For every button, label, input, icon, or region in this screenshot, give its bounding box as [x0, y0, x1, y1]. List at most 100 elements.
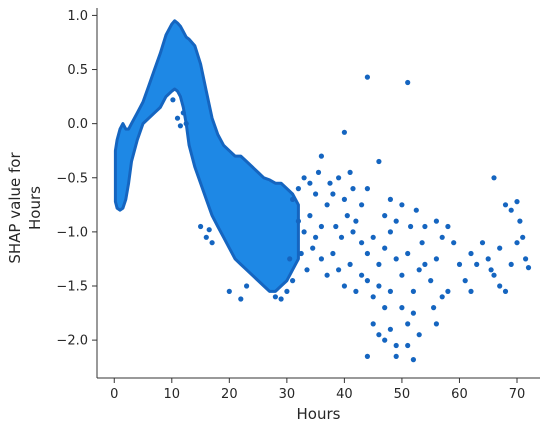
scatter-point — [364, 186, 370, 192]
scatter-point — [405, 342, 411, 349]
scatter-point — [474, 261, 480, 267]
scatter-point — [350, 186, 356, 192]
y-tick-label: −0.5 — [56, 171, 88, 186]
scatter-point — [502, 202, 509, 208]
scatter-point — [445, 288, 451, 294]
scatter-point — [393, 256, 399, 262]
scatter-point — [313, 234, 319, 240]
scatter-point — [295, 186, 301, 192]
scatter-point — [310, 245, 316, 251]
scatter-point — [174, 115, 181, 121]
scatter-point — [177, 123, 183, 129]
scatter-point — [324, 272, 330, 278]
scatter-point — [408, 223, 414, 230]
scatter-point — [508, 261, 514, 267]
scatter-point — [364, 353, 370, 359]
scatter-point — [514, 240, 520, 246]
y-axis-title-line-1: SHAP value for — [6, 152, 24, 264]
scatter-point — [364, 74, 370, 80]
y-tick-label: 1.0 — [67, 9, 88, 24]
scatter-point — [370, 234, 376, 240]
scatter-point — [508, 207, 514, 213]
scatter-point — [341, 196, 347, 202]
scatter-point — [410, 357, 416, 363]
scatter-point — [405, 321, 411, 327]
scatter-point — [370, 321, 376, 327]
scatter-point — [416, 332, 422, 338]
y-tick-label: 0.0 — [67, 117, 88, 132]
scatter-point — [517, 218, 523, 224]
scatter-point — [209, 240, 215, 246]
scatter-point — [491, 272, 497, 278]
scatter-point — [491, 175, 497, 181]
scatter-point — [399, 272, 405, 278]
scatter-point — [301, 229, 307, 235]
scatter-point — [272, 294, 278, 300]
scatter-point — [413, 207, 419, 213]
y-axis-title-line-2: Hours — [26, 186, 44, 230]
scatter-point — [497, 245, 503, 251]
scatter-point — [338, 234, 345, 240]
scatter-point — [393, 218, 399, 224]
scatter-point — [315, 169, 322, 175]
x-tick-label: 50 — [394, 387, 411, 402]
scatter-point — [382, 305, 388, 311]
scatter-point — [439, 294, 445, 300]
scatter-point — [183, 121, 189, 127]
scatter-point — [353, 288, 359, 294]
y-axis-ticks: 1.0 0.5 0.0 −0.5 −1.0 −1.5 −2.0 — [56, 9, 97, 349]
scatter-point — [479, 240, 486, 246]
scatter-point — [330, 250, 336, 257]
scatter-point — [353, 218, 359, 224]
scatter-point — [341, 129, 347, 135]
scatter-point — [399, 305, 405, 311]
scatter-point — [456, 261, 463, 267]
dense-band — [113, 19, 300, 293]
scatter-point — [468, 288, 474, 294]
scatter-point — [226, 288, 232, 294]
scatter-point — [359, 240, 365, 246]
y-tick-label: −2.0 — [56, 334, 88, 349]
scatter-point — [336, 267, 342, 273]
scatter-point — [433, 218, 439, 224]
scatter-point — [485, 256, 491, 262]
scatter-point — [324, 202, 330, 208]
scatter-point — [410, 288, 416, 294]
scatter-point — [327, 180, 333, 186]
scatter-point — [336, 175, 342, 181]
scatter-point — [359, 202, 365, 208]
scatter-point — [502, 288, 509, 294]
scatter-point — [525, 265, 532, 271]
scatter-point — [433, 321, 439, 327]
scatter-point — [364, 250, 370, 257]
scatter-point — [307, 180, 313, 186]
scatter-point — [290, 196, 296, 202]
scatter-point — [488, 267, 494, 273]
scatter-point — [301, 175, 307, 181]
scatter-point — [451, 240, 457, 246]
scatter-point — [405, 250, 411, 257]
y-tick-label: 0.5 — [67, 63, 88, 78]
scatter-point — [244, 283, 250, 289]
scatter-point — [278, 296, 284, 302]
x-tick-label: 20 — [221, 387, 238, 402]
scatter-point — [497, 283, 503, 289]
scatter-point — [347, 261, 353, 267]
scatter-point — [170, 97, 176, 103]
scatter-point — [370, 294, 376, 300]
scatter-point — [520, 234, 526, 240]
scatter-point — [405, 79, 411, 86]
scatter-point — [439, 234, 445, 240]
x-tick-label: 0 — [110, 387, 118, 402]
x-tick-label: 30 — [279, 387, 296, 402]
scatter-point — [330, 191, 336, 197]
scatter-point — [304, 267, 310, 273]
x-axis-title: Hours — [297, 405, 341, 423]
scatter-point — [382, 213, 388, 219]
scatter-point — [341, 283, 347, 289]
scatter-point — [284, 288, 290, 294]
scatter-point — [313, 191, 319, 197]
scatter-point — [376, 158, 382, 165]
scatter-point — [387, 229, 393, 235]
scatter-point — [376, 261, 382, 267]
